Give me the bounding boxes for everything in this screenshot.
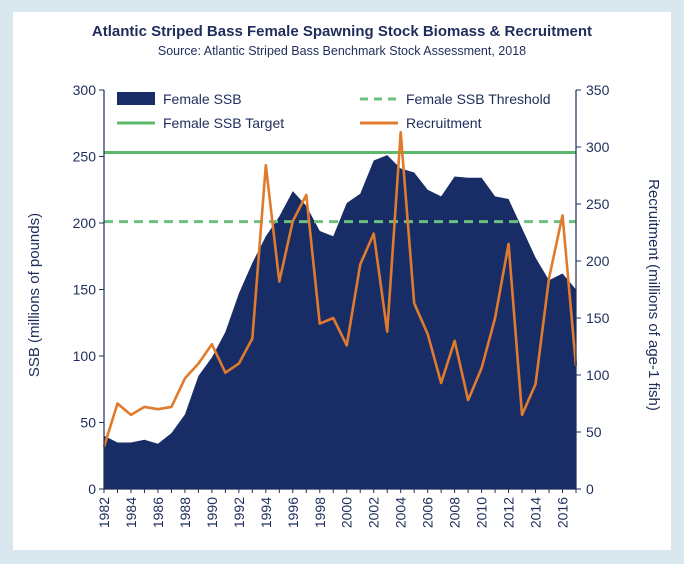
x-tick-label: 2010 (474, 497, 490, 528)
legend-label-ssb: Female SSB (163, 91, 242, 107)
y-tick-label: 150 (73, 282, 97, 298)
y2-tick-label: 150 (586, 310, 610, 326)
x-tick-label: 2006 (420, 497, 436, 528)
y-tick-label: 300 (73, 82, 97, 98)
y-tick-label: 0 (88, 481, 96, 497)
x-tick-label: 2016 (555, 497, 571, 528)
legend-label-recruitment: Recruitment (406, 115, 482, 131)
series-recruitment-line (102, 130, 578, 448)
legend: Female SSB Female SSB Target Female SSB … (117, 91, 550, 131)
y2-tick-label: 0 (586, 481, 594, 497)
legend-label-threshold: Female SSB Threshold (406, 91, 550, 107)
x-tick-label: 2008 (447, 497, 463, 528)
series-female-ssb-area (104, 155, 576, 490)
x-tick-label: 2002 (366, 497, 382, 528)
y2-tick-label: 50 (586, 424, 602, 440)
x-tick-label: 1984 (123, 497, 139, 528)
x-tick-label: 1992 (231, 497, 247, 528)
x-tick-label: 1986 (150, 497, 166, 528)
x-tick-label: 2012 (501, 497, 517, 528)
chart-title: Atlantic Striped Bass Female Spawning St… (92, 23, 592, 40)
y-tick-label: 200 (73, 215, 97, 231)
y2-tick-label: 350 (586, 82, 610, 98)
x-tick-label: 2004 (393, 497, 409, 528)
y2-tick-label: 250 (586, 196, 610, 212)
legend-swatch-ssb (117, 92, 155, 105)
plot-area: 0 50 100 150 200 250 300 0 50 100 150 200 250 300 350 1… (73, 82, 610, 528)
y-axis-title: SSB (millions of pounds) (26, 213, 43, 377)
y-tick-label: 250 (73, 149, 97, 165)
x-tick-label: 1988 (177, 497, 193, 528)
x-tick-label: 1990 (204, 497, 220, 528)
chart-svg: Atlantic Striped Bass Female Spawning St… (26, 23, 662, 528)
chart-panel: Atlantic Striped Bass Female Spawning St… (13, 12, 671, 550)
x-tick-label: 1982 (96, 497, 112, 528)
y-tick-label: 100 (73, 348, 97, 364)
x-tick-label: 2014 (528, 497, 544, 528)
chart-subtitle: Source: Atlantic Striped Bass Benchmark … (158, 44, 526, 58)
x-tick-label: 1996 (285, 497, 301, 528)
y2-tick-label: 300 (586, 139, 610, 155)
y2-tick-label: 200 (586, 253, 610, 269)
y-tick-label: 50 (80, 415, 96, 431)
x-tick-label: 1998 (312, 497, 328, 528)
x-tick-label: 1994 (258, 497, 274, 528)
y2-tick-label: 100 (586, 367, 610, 383)
legend-label-target: Female SSB Target (163, 115, 284, 131)
x-tick-label: 2000 (339, 497, 355, 528)
y2-axis-title: Recruitment (millions of age-1 fish) (645, 179, 662, 411)
